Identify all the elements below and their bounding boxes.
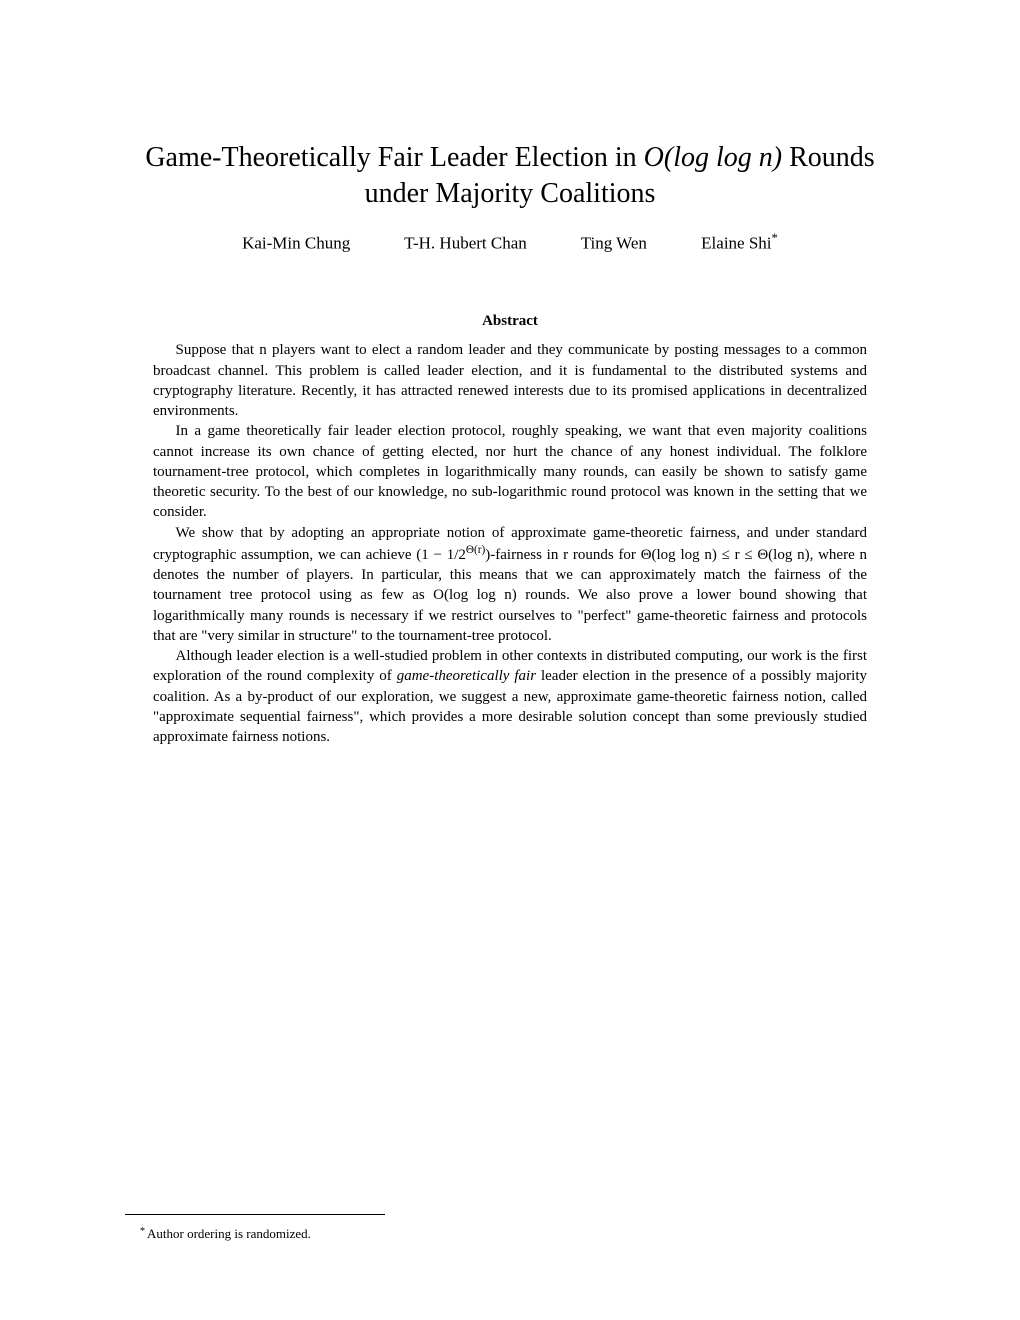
footnote: *Author ordering is randomized. — [140, 1226, 311, 1242]
title-line2: under Majority Coalitions — [365, 178, 656, 209]
title-text-pre: Game-Theoretically Fair Leader Election … — [145, 142, 643, 173]
abstract-p4: Although leader election is a well-studi… — [153, 646, 867, 747]
title-math: O(log log n) — [644, 142, 782, 173]
footnote-mark: * — [140, 1226, 145, 1237]
abstract-body: Suppose that n players want to elect a r… — [125, 340, 895, 747]
author-4-mark: * — [772, 231, 778, 245]
author-1: Kai-Min Chung — [242, 233, 350, 252]
author-list: Kai-Min Chung T-H. Hubert Chan Ting Wen … — [125, 231, 895, 254]
abstract-p1: Suppose that n players want to elect a r… — [153, 340, 867, 421]
abstract-p2: In a game theoretically fair leader elec… — [153, 421, 867, 522]
footnote-text: Author ordering is randomized. — [147, 1226, 311, 1241]
author-4: Elaine Shi — [701, 233, 771, 252]
abstract-heading: Abstract — [125, 313, 895, 330]
footnote-rule — [125, 1214, 385, 1215]
paper-title: Game-Theoretically Fair Leader Election … — [125, 140, 895, 213]
author-3: Ting Wen — [581, 233, 647, 252]
title-text-post: Rounds — [782, 142, 875, 173]
author-2: T-H. Hubert Chan — [404, 233, 527, 252]
abstract-p3: We show that by adopting an appropriate … — [153, 523, 867, 647]
